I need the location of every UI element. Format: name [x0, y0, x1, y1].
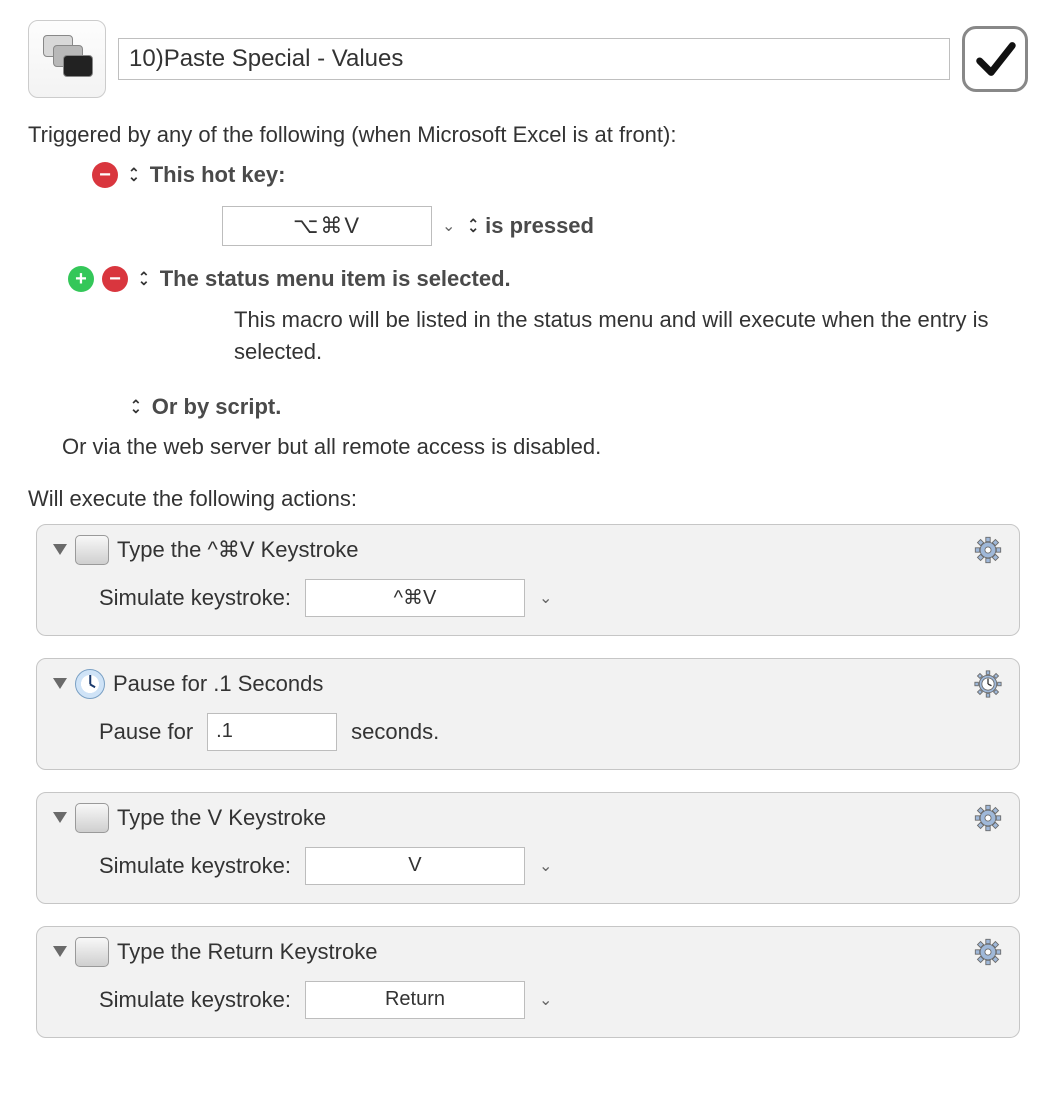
- action-title: Type the V Keystroke: [117, 805, 326, 831]
- remove-trigger-button[interactable]: −: [92, 162, 118, 188]
- status-menu-description: This macro will be listed in the status …: [234, 304, 1008, 368]
- action-suffix: seconds.: [351, 719, 439, 745]
- keystroke-options-dropdown[interactable]: ⌄: [539, 588, 552, 608]
- action-card: Type the Return Keystroke Simulate keyst…: [36, 926, 1020, 1038]
- action-gear-button[interactable]: [973, 803, 1003, 833]
- macro-title-input[interactable]: [118, 38, 950, 80]
- keystroke-options-dropdown[interactable]: ⌄: [539, 856, 552, 876]
- disclosure-triangle[interactable]: [53, 678, 67, 689]
- keystroke-options-dropdown[interactable]: ⌄: [539, 990, 552, 1010]
- execute-actions-label: Will execute the following actions:: [28, 486, 1028, 512]
- or-via-web-label: Or via the web server but all remote acc…: [62, 434, 1028, 460]
- action-body-label: Simulate keystroke:: [99, 987, 291, 1013]
- disclosure-triangle[interactable]: [53, 946, 67, 957]
- action-body-label: Simulate keystroke:: [99, 585, 291, 611]
- action-value-field[interactable]: .1: [207, 713, 337, 751]
- or-by-script-label: Or by script.: [152, 394, 282, 420]
- triggers-intro: Triggered by any of the following (when …: [28, 122, 1028, 148]
- hotkey-trigger-label: This hot key:: [150, 162, 286, 188]
- keystroke-icon: [75, 803, 109, 833]
- action-card: Pause for .1 Seconds Pause for .1 second…: [36, 658, 1020, 770]
- hotkey-mode-stepper[interactable]: [467, 219, 479, 233]
- action-card: Type the V Keystroke Simulate keystroke:…: [36, 792, 1020, 904]
- remove-trigger-button-2[interactable]: −: [102, 266, 128, 292]
- trigger-type-stepper[interactable]: [128, 168, 140, 182]
- disclosure-triangle[interactable]: [53, 812, 67, 823]
- action-title: Type the Return Keystroke: [117, 939, 377, 965]
- action-gear-button[interactable]: [973, 937, 1003, 967]
- action-gear-button[interactable]: [973, 535, 1003, 565]
- action-gear-button[interactable]: [973, 669, 1003, 699]
- clock-icon: [75, 669, 105, 699]
- trigger-type-stepper-2[interactable]: [138, 272, 150, 286]
- action-title: Type the ^⌘V Keystroke: [117, 537, 358, 563]
- disclosure-triangle[interactable]: [53, 544, 67, 555]
- action-value-field[interactable]: V: [305, 847, 525, 885]
- keystroke-icon: [75, 535, 109, 565]
- hotkey-mode-label: is pressed: [485, 213, 594, 239]
- add-trigger-button[interactable]: +: [68, 266, 94, 292]
- action-value-field[interactable]: ^⌘V: [305, 579, 525, 617]
- action-body-label: Pause for: [99, 719, 193, 745]
- script-trigger-stepper[interactable]: [130, 400, 142, 414]
- keystroke-icon: [75, 937, 109, 967]
- action-value-field[interactable]: Return: [305, 981, 525, 1019]
- action-body-label: Simulate keystroke:: [99, 853, 291, 879]
- action-card: Type the ^⌘V Keystroke Simulate keystrok…: [36, 524, 1020, 636]
- action-title: Pause for .1 Seconds: [113, 671, 323, 697]
- hotkey-field[interactable]: ⌥⌘V: [222, 206, 432, 246]
- macro-icon[interactable]: [28, 20, 106, 98]
- status-menu-trigger-label: The status menu item is selected.: [160, 266, 511, 292]
- macro-enabled-checkbox[interactable]: [962, 26, 1028, 92]
- hotkey-options-dropdown[interactable]: ⌄: [442, 216, 455, 236]
